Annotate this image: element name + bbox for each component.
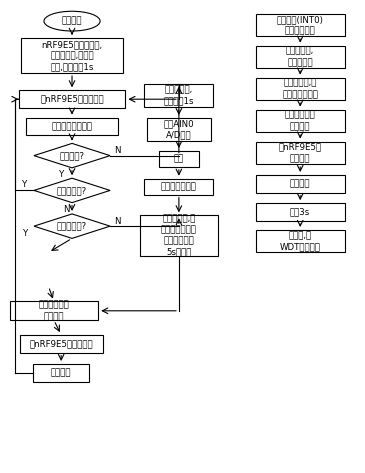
- Text: 死循环,由
WDT强制复位: 死循环,由 WDT强制复位: [280, 231, 321, 251]
- Text: 读工作状态?: 读工作状态?: [57, 186, 87, 195]
- FancyBboxPatch shape: [256, 45, 345, 68]
- FancyBboxPatch shape: [9, 301, 98, 320]
- FancyBboxPatch shape: [19, 90, 126, 108]
- FancyBboxPatch shape: [19, 335, 103, 353]
- Text: N: N: [114, 217, 120, 226]
- Text: 读开关相应的
工作数据: 读开关相应的 工作数据: [285, 111, 316, 131]
- Text: 数据发射: 数据发射: [51, 368, 72, 377]
- Text: 置nRF9E5为发射状态: 置nRF9E5为发射状态: [29, 339, 93, 348]
- FancyBboxPatch shape: [256, 14, 345, 36]
- Text: 数据发射: 数据发射: [290, 179, 311, 188]
- FancyBboxPatch shape: [256, 203, 345, 221]
- Ellipse shape: [44, 11, 100, 31]
- Text: Y: Y: [22, 180, 28, 189]
- Text: 读开关相应的
工作数据: 读开关相应的 工作数据: [39, 301, 69, 321]
- FancyBboxPatch shape: [256, 78, 345, 100]
- FancyBboxPatch shape: [256, 110, 345, 132]
- Text: N: N: [64, 205, 70, 214]
- FancyBboxPatch shape: [33, 364, 89, 382]
- Text: 红指示灯灭,按
负载大小设置绿
指示灯闪烁率
5s后常亮: 红指示灯灭,按 负载大小设置绿 指示灯闪烁率 5s后常亮: [161, 214, 197, 257]
- Text: 置电路于睡眠状态: 置电路于睡眠状态: [51, 122, 92, 131]
- Text: 断开继电器,
蜂鸣器报警: 断开继电器, 蜂鸣器报警: [286, 47, 314, 67]
- Text: Y: Y: [23, 229, 28, 238]
- FancyBboxPatch shape: [21, 38, 123, 73]
- Text: 断开继电器?: 断开继电器?: [57, 222, 87, 231]
- FancyBboxPatch shape: [256, 141, 345, 164]
- Polygon shape: [34, 214, 110, 238]
- Text: nRF9E5配置初始化,
继电器断开,红指示
灯亮,蜂鸣器响1s: nRF9E5配置初始化, 继电器断开,红指示 灯亮,蜂鸣器响1s: [42, 40, 103, 71]
- Text: 启动AIN0
A/D转换: 启动AIN0 A/D转换: [164, 119, 194, 140]
- FancyBboxPatch shape: [145, 179, 213, 195]
- Text: 延时: 延时: [174, 154, 184, 163]
- Polygon shape: [34, 178, 110, 202]
- FancyBboxPatch shape: [159, 151, 199, 167]
- FancyBboxPatch shape: [26, 117, 118, 135]
- Text: 绿指示灯灭,红
指示灯快速闪烁: 绿指示灯灭,红 指示灯快速闪烁: [282, 79, 318, 99]
- Text: 置nRF9E5为
发射状态: 置nRF9E5为 发射状态: [278, 143, 322, 163]
- FancyBboxPatch shape: [256, 175, 345, 193]
- FancyBboxPatch shape: [256, 230, 345, 253]
- Text: 接收数据?: 接收数据?: [59, 151, 85, 160]
- FancyBboxPatch shape: [145, 84, 213, 107]
- Text: 置nRF9E5为接收状态: 置nRF9E5为接收状态: [40, 95, 104, 104]
- FancyBboxPatch shape: [140, 215, 218, 256]
- FancyBboxPatch shape: [147, 118, 211, 140]
- Text: 读转换后的数据: 读转换后的数据: [161, 182, 197, 191]
- Text: Y: Y: [58, 170, 64, 179]
- Text: N: N: [114, 147, 120, 156]
- Polygon shape: [34, 143, 110, 168]
- Text: 延时3s: 延时3s: [290, 208, 310, 217]
- Text: 合上继电器,
蜂鸣器响1s: 合上继电器, 蜂鸣器响1s: [164, 86, 194, 105]
- Text: 市网来电: 市网来电: [62, 17, 82, 26]
- Text: 负载过重(INT0)
中断服务程序: 负载过重(INT0) 中断服务程序: [277, 15, 324, 35]
